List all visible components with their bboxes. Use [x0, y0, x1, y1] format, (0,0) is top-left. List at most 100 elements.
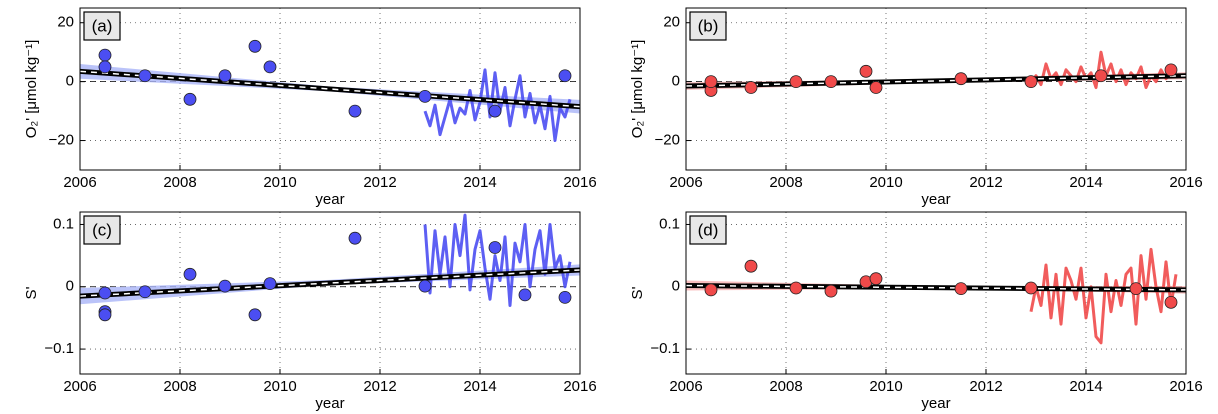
- panel: 2006 2008 2010 2012 2014 2016 −20 0 20 (a) year O₂'…: [23, 7, 597, 208]
- point: [869, 81, 883, 94]
- panel-label: (d): [698, 220, 719, 239]
- panel-label-box: [689, 215, 727, 245]
- x-tick-label: 2014: [463, 378, 496, 395]
- point: [218, 69, 232, 83]
- point: [704, 283, 718, 297]
- y-tick-label: 0.1: [659, 215, 680, 232]
- point: [488, 241, 502, 254]
- x-tick-label: 2016: [1169, 378, 1202, 395]
- x-tick-label: 2006: [63, 378, 96, 395]
- point: [824, 284, 838, 298]
- point: [744, 81, 758, 94]
- point: [248, 39, 262, 53]
- point: [138, 69, 152, 83]
- plot-content: [80, 63, 580, 143]
- point: [183, 267, 197, 281]
- point: [1129, 282, 1143, 296]
- point: [869, 272, 883, 286]
- x-tick-label: 2010: [263, 174, 296, 191]
- y-tick-label: 20: [663, 14, 680, 31]
- panel: 2006 2008 2010 2012 2014 2016 −20 0 20 (b) year O₂'…: [629, 7, 1203, 208]
- x-axis-label: year: [921, 395, 950, 412]
- x-tick-label: 2010: [263, 378, 296, 395]
- plot-content: [686, 247, 1186, 345]
- x-tick-label: 2012: [363, 378, 396, 395]
- plot-content: [80, 213, 580, 307]
- point: [98, 286, 112, 300]
- point: [263, 60, 277, 74]
- point: [1024, 281, 1038, 295]
- y-axis-label: O₂' [μmol kg⁻¹]: [629, 40, 646, 139]
- point: [488, 104, 502, 118]
- data-line: [423, 68, 572, 143]
- point: [418, 279, 432, 293]
- point: [954, 72, 968, 86]
- panel-label: (a): [92, 16, 113, 35]
- point: [558, 290, 572, 304]
- x-tick-label: 2016: [563, 174, 596, 191]
- y-tick-label: −20: [49, 132, 74, 149]
- x-tick-label: 2014: [463, 174, 496, 191]
- x-tick-label: 2014: [1069, 174, 1102, 191]
- point: [183, 92, 197, 106]
- x-tick-label: 2010: [869, 174, 902, 191]
- panel: 2006 2008 2010 2012 2014 2016 −0.1 0 0.1 (d) year S…: [629, 211, 1203, 412]
- x-tick-label: 2006: [63, 174, 96, 191]
- x-tick-label: 2010: [869, 378, 902, 395]
- y-tick-label: 0.1: [53, 215, 74, 232]
- point: [263, 277, 277, 291]
- y-tick-label: 20: [57, 14, 74, 31]
- panel: 2006 2008 2010 2012 2014 2016 −0.1 0 0.1 (c) year S…: [23, 211, 597, 412]
- data-line: [1029, 247, 1178, 345]
- point: [418, 89, 432, 103]
- x-tick-label: 2012: [969, 174, 1002, 191]
- point: [704, 75, 718, 89]
- point: [98, 308, 112, 322]
- x-tick-label: 2008: [163, 174, 196, 191]
- y-tick-label: 0: [66, 278, 74, 295]
- point: [954, 282, 968, 296]
- point: [218, 279, 232, 293]
- point: [1024, 75, 1038, 89]
- plot-area: [686, 8, 1186, 170]
- panel-label: (b): [698, 16, 719, 35]
- panel-label-box: [689, 11, 727, 41]
- point: [789, 75, 803, 89]
- plot-area: [686, 212, 1186, 374]
- axes-frame: [79, 211, 581, 375]
- y-axis-label: S': [629, 286, 646, 299]
- point: [98, 60, 112, 74]
- y-tick-label: 0: [672, 73, 680, 90]
- x-tick-label: 2014: [1069, 378, 1102, 395]
- point: [248, 308, 262, 322]
- y-tick-label: −0.1: [650, 340, 680, 357]
- axes-frame: [685, 7, 1187, 171]
- x-tick-label: 2006: [669, 378, 702, 395]
- y-axis-label: O₂' [μmol kg⁻¹]: [23, 40, 40, 139]
- panel-label-box: [83, 11, 121, 41]
- y-axis-label: S': [23, 286, 40, 299]
- point: [348, 104, 362, 118]
- x-tick-label: 2008: [769, 174, 802, 191]
- point: [744, 259, 758, 273]
- x-axis-label: year: [315, 191, 344, 208]
- point: [558, 69, 572, 83]
- point: [98, 48, 112, 62]
- x-tick-label: 2012: [969, 378, 1002, 395]
- x-tick-label: 2006: [669, 174, 702, 191]
- point: [1094, 69, 1108, 83]
- y-tick-label: 0: [672, 278, 680, 295]
- x-tick-label: 2012: [363, 174, 396, 191]
- y-tick-label: −0.1: [44, 340, 74, 357]
- panel-label: (c): [92, 220, 112, 239]
- y-tick-label: 0: [66, 73, 74, 90]
- point: [518, 288, 532, 302]
- y-tick-label: −20: [655, 132, 680, 149]
- point: [348, 231, 362, 245]
- x-tick-label: 2008: [163, 378, 196, 395]
- x-tick-label: 2008: [769, 378, 802, 395]
- point: [859, 64, 873, 78]
- point: [1164, 295, 1178, 309]
- x-tick-label: 2016: [1169, 174, 1202, 191]
